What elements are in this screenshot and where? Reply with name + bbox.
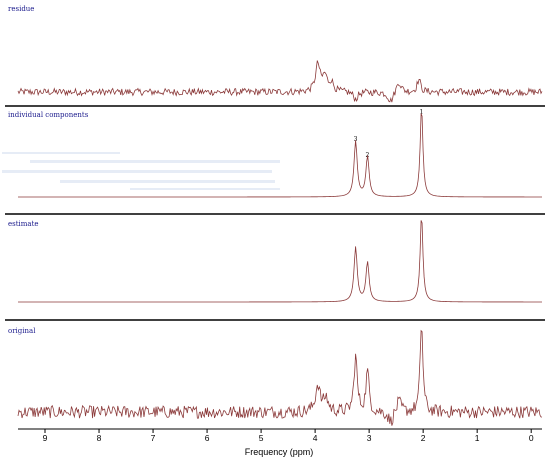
panel-label-estimate: estimate [8, 220, 39, 228]
x-tick-label: 2 [421, 433, 426, 443]
individual-components-trace [18, 113, 542, 198]
x-tick-label: 1 [475, 433, 480, 443]
x-tick-label: 8 [97, 433, 102, 443]
peak-label-1: 1 [420, 109, 424, 116]
peak-label-3: 3 [354, 136, 358, 143]
residue-trace [17, 60, 543, 103]
x-tick-label: 7 [151, 433, 156, 443]
x-tick-label: 6 [205, 433, 210, 443]
x-tick-label: 3 [367, 433, 372, 443]
x-tick-label: 5 [259, 433, 264, 443]
panel-label-individual-components: individual components [8, 111, 89, 119]
panel-label-original: original [8, 327, 36, 335]
x-axis-tick-labels: 9 8 7 6 5 4 3 2 1 0 [43, 433, 534, 443]
x-axis-title: Frequency (ppm) [245, 447, 314, 457]
panel-label-residue: residue [8, 5, 34, 13]
x-axis-ticks [44, 429, 532, 433]
original-trace [17, 329, 543, 426]
x-tick-label: 0 [529, 433, 534, 443]
x-tick-label: 9 [43, 433, 48, 443]
estimate-trace [18, 220, 542, 303]
x-tick-label: 4 [313, 433, 318, 443]
scan-artifact [2, 152, 280, 190]
